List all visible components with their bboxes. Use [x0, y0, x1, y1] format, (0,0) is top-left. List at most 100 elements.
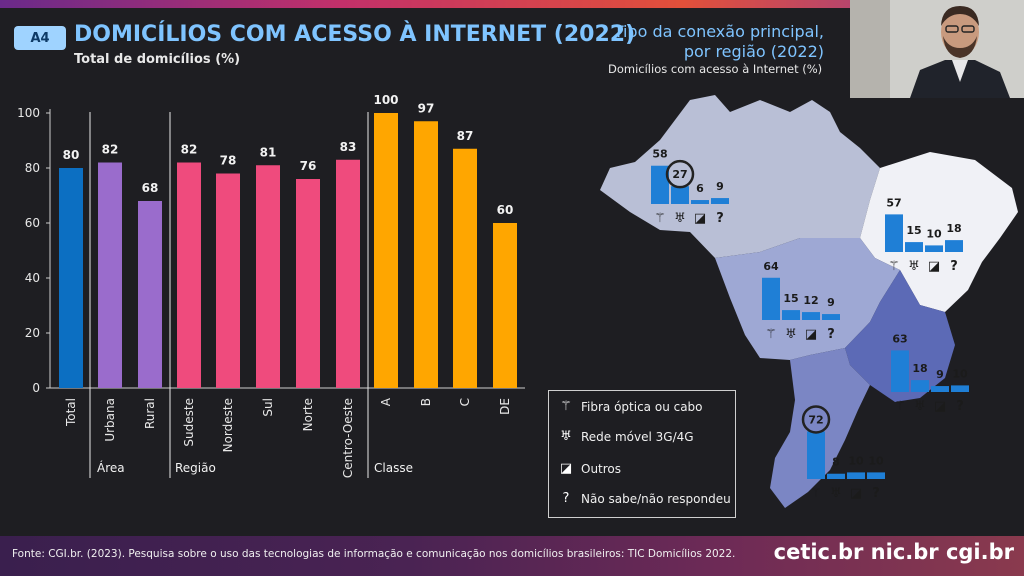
map-bar	[671, 186, 689, 204]
map-bar-value: 63	[892, 332, 907, 345]
x-tick-label: DE	[498, 398, 512, 415]
chart-title: DOMICÍLIOS COM ACESSO À INTERNET (2022)	[74, 22, 636, 47]
fiber-icon: ⚚	[810, 486, 822, 501]
map-bar	[891, 350, 909, 392]
legend-item-outros: ◪ Outros	[557, 461, 621, 476]
map-bar-value: 9	[827, 296, 835, 309]
map-bar-value: 9	[936, 368, 944, 381]
bar-value-label: 82	[102, 143, 119, 157]
bar-value-label: 80	[63, 148, 80, 162]
fiber-icon: ⚚	[654, 211, 666, 226]
chart-subtitle: Total de domicílios (%)	[74, 52, 241, 67]
question-icon: ?	[872, 486, 880, 501]
bar-b	[414, 121, 438, 388]
brazil-map	[600, 95, 1018, 508]
map-bar	[945, 240, 963, 252]
map-bar-value: 64	[763, 260, 779, 273]
map-bar-value: 18	[946, 222, 961, 235]
legend-label: Fibra óptica ou cabo	[581, 399, 703, 414]
slide-badge: A4	[14, 26, 66, 50]
map-subtitle: Domicílios com acesso à Internet (%)	[608, 62, 823, 76]
x-tick-label: Sudeste	[182, 398, 196, 447]
map-bar	[867, 472, 885, 479]
region-sul	[770, 348, 870, 508]
map-bar	[931, 386, 949, 392]
x-tick-label: C	[458, 398, 472, 406]
map-bar-value: 15	[906, 224, 921, 237]
bar-value-label: 82	[181, 143, 198, 157]
footer-logos: cetic.br nic.br cgi.br	[773, 540, 1014, 564]
fiber-icon: ⚚	[888, 259, 900, 274]
map-title-line2: por região (2022)	[683, 42, 824, 61]
x-tick-label: Sul	[261, 398, 275, 417]
map-bar	[807, 431, 825, 479]
map-bar-value: 15	[783, 292, 798, 305]
map-bar	[802, 312, 820, 320]
bar-value-label: 100	[373, 93, 398, 107]
question-icon: ?	[716, 211, 724, 226]
question-icon: ?	[950, 259, 958, 274]
footer-band	[0, 536, 1024, 576]
y-tick-label: 40	[25, 271, 40, 285]
map-bar-value: 12	[803, 294, 818, 307]
brazil-map-chart: 58 ⚚ 27 ♅ 6 ◪ 9? 57 ⚚ 15 ♅ 10 ◪ 18? 64 ⚚ 15 ♅ 12 ◪ 9? 63 ⚚ 18 ♅ 9…	[600, 95, 1018, 508]
satellite-icon: ◪	[559, 461, 573, 476]
map-bar	[847, 472, 865, 479]
fiber-icon: ⚚	[560, 399, 572, 414]
group-label: Área	[97, 460, 125, 475]
bar-c	[453, 148, 477, 388]
mobile-tower-icon: ♅	[674, 211, 686, 226]
mobile-tower-icon: ♅	[560, 429, 572, 444]
map-bar	[911, 380, 929, 392]
presenter-silhouette	[850, 0, 1024, 98]
group-label: Região	[175, 461, 216, 475]
x-tick-label: B	[419, 398, 433, 406]
bar-value-label: 78	[220, 154, 237, 168]
region-nordeste	[860, 152, 1018, 312]
bar-chart: 0 20 40 60 80 100 80 Total 82 Urbana 68 Rural 82 Sude…	[17, 93, 525, 478]
bar-value-label: 97	[418, 101, 435, 115]
bar-de	[493, 223, 517, 388]
map-bar-value: 57	[886, 196, 901, 209]
legend-label: Outros	[581, 461, 622, 476]
legend-label: Não sabe/não respondeu	[581, 491, 731, 506]
question-icon: ?	[562, 491, 570, 506]
map-bar	[651, 165, 669, 204]
x-tick-label: Urbana	[103, 398, 117, 442]
map-bar	[885, 214, 903, 252]
map-bar-value: 58	[652, 148, 667, 161]
x-tick-label: Total	[64, 398, 78, 427]
group-label: Classe	[374, 461, 413, 475]
map-bar-value: 9	[716, 180, 724, 193]
bar-value-label: 68	[142, 181, 159, 195]
bar-value-label: 60	[497, 203, 514, 217]
x-tick-label: Rural	[143, 398, 157, 429]
legend-item-fibra: ⚚ Fibra óptica ou cabo	[557, 399, 703, 414]
map-bar-value: 72	[808, 413, 823, 426]
y-tick-label: 100	[17, 106, 40, 120]
legend-item-nao-sabe: ? Não sabe/não respondeu	[557, 491, 731, 506]
presenter-webcam	[850, 0, 1024, 98]
region-norte	[600, 95, 880, 258]
mobile-tower-icon: ♅	[830, 486, 842, 501]
x-tick-label: Centro-Oeste	[341, 398, 355, 478]
map-bar-value: 10	[952, 367, 968, 380]
bar-a	[374, 113, 398, 388]
highlight-circle	[801, 405, 831, 434]
map-title: Tipo da conexão principal, por região (2…	[564, 22, 824, 62]
x-tick-label: A	[379, 397, 393, 406]
map-bar	[782, 310, 800, 320]
y-tick-label: 20	[25, 326, 40, 340]
bar-value-label: 76	[300, 159, 317, 173]
fiber-icon: ⚚	[894, 399, 906, 414]
bar-sul	[256, 165, 280, 388]
map-bar	[762, 277, 780, 320]
satellite-icon: ◪	[850, 486, 862, 501]
bar-centro-oeste	[336, 159, 360, 388]
satellite-icon: ◪	[694, 211, 706, 226]
map-bar-value: 27	[672, 168, 687, 181]
fiber-icon: ⚚	[765, 327, 777, 342]
top-color-band	[0, 0, 1024, 8]
mobile-tower-icon: ♅	[785, 327, 797, 342]
map-bar-value: 10	[926, 227, 942, 240]
